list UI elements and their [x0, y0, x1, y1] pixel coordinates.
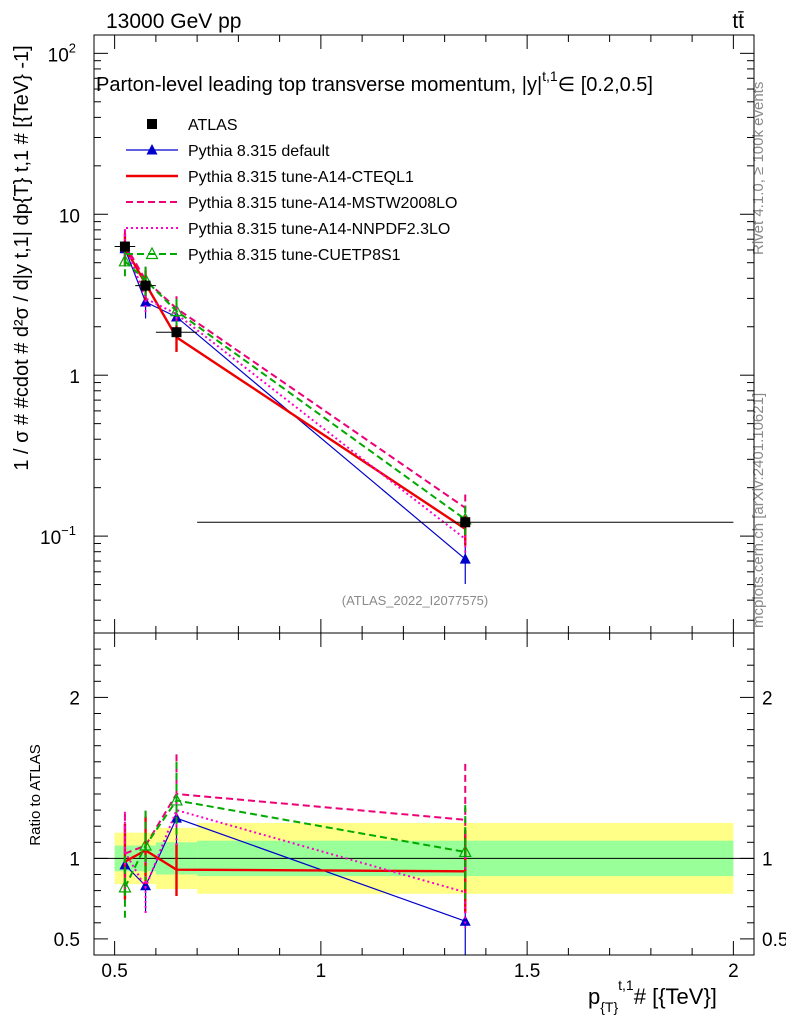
- title-main: Parton-level leading top transverse mome…: [96, 74, 542, 96]
- ratio-series-marker: [170, 793, 183, 806]
- legend-entry: Pythia 8.315 tune-A14-MSTW2008LO: [126, 195, 457, 212]
- ratio-y-tick-label-right: 0.5: [762, 930, 786, 951]
- ratio-series-marker: [140, 879, 152, 891]
- main-series-line: [123, 247, 466, 530]
- analysis-watermark: (ATLAS_2022_I2077575): [342, 593, 488, 608]
- main-plot-title: Parton-level leading top transverse mome…: [96, 68, 653, 96]
- legend-marker-square: [147, 119, 157, 129]
- main-series-marker: [170, 303, 183, 317]
- legend-label: Pythia 8.315 default: [188, 143, 330, 160]
- ratio-y-tick-label-right: 2: [762, 688, 773, 709]
- ratio-series-line: [124, 848, 466, 873]
- energy-label: 13000 GeV pp: [106, 10, 241, 33]
- x-tick-label: 1.5: [514, 961, 540, 982]
- title-sup: t,1: [542, 68, 558, 84]
- ratio-series-line: [124, 792, 466, 855]
- x-tick-label: 1: [316, 961, 327, 982]
- data-point-marker: [119, 241, 130, 252]
- x-tick-label: 0.5: [101, 961, 127, 982]
- ratio-series-marker: [459, 915, 471, 926]
- main-series-line: [124, 242, 466, 540]
- ratio-y-tick-label-left: 2: [69, 688, 80, 709]
- main-series-marker: [118, 254, 132, 267]
- main-series-marker: [459, 553, 471, 564]
- legend-marker-triangle-open: [145, 246, 159, 260]
- ratio-y-tick-label-left: 1: [69, 849, 80, 870]
- main-y-tick-label: 10: [59, 206, 80, 227]
- legend-entry: Pythia 8.315 default: [126, 143, 330, 160]
- ratio-series-line: [124, 799, 466, 888]
- rivet-version-label: Rivet 4.1.0, ≥ 100k events: [750, 82, 767, 255]
- ratio-y-tick-label-left: 0.5: [54, 930, 80, 951]
- legend-entry: Pythia 8.315 tune-A14-NNPDF2.3LO: [126, 221, 450, 238]
- main-y-tick-label: 1: [69, 367, 80, 388]
- main-y-tick-label: 10−1: [40, 523, 76, 549]
- legend-label: Pythia 8.315 tune-A14-CTEQL1: [188, 169, 414, 186]
- legend-label: ATLAS: [188, 117, 238, 134]
- main-y-axis-label: 1 / σ # #cdot # d²σ / d|y t,1| dp{T} t,1…: [11, 45, 33, 470]
- title-tail: ∈ [0.2,0.5]: [558, 74, 653, 96]
- main-plot-panel: 10−1 1 10 102 Parton-level leading top tran…: [11, 34, 755, 634]
- ratio-y-axis-label: Ratio to ATLAS: [27, 744, 44, 845]
- ratio-y-tick-label-right: 1: [762, 849, 773, 870]
- ratio-series-marker: [139, 838, 153, 851]
- ratio-series-marker: [118, 880, 132, 893]
- legend-marker-triangle: [146, 144, 158, 155]
- xlabel-sup: t,1: [618, 977, 634, 993]
- xlabel-sub: {T}: [600, 999, 618, 1015]
- legend-label: Pythia 8.315 tune-A14-NNPDF2.3LO: [188, 221, 450, 238]
- xlabel-tail: # [{TeV}]: [634, 984, 717, 1009]
- main-series-line: [124, 248, 466, 560]
- ratio-series-line: [124, 808, 466, 894]
- ratio-series-marker: [458, 844, 472, 858]
- main-y-tick-label: 102: [48, 40, 76, 66]
- mcplots-source-label: mcplots.cern.ch [arXiv:2401.10621]: [750, 393, 767, 628]
- main-series-line: [124, 243, 466, 509]
- main-series-line: [124, 260, 466, 521]
- process-label: tt̄: [732, 10, 744, 33]
- data-point-marker: [171, 327, 182, 338]
- ratio-plot-panel: 0.5 0.5 1 1 2 2 0.5 1 1.5 2 Ratio to ATLAS p{T}t…: [27, 632, 786, 1015]
- legend-entry: ATLAS: [147, 117, 238, 134]
- legend-entry: Pythia 8.315 tune-CUETP8S1: [126, 246, 401, 264]
- legend-label: Pythia 8.315 tune-CUETP8S1: [188, 247, 401, 264]
- legend-label: Pythia 8.315 tune-A14-MSTW2008LO: [188, 195, 457, 212]
- x-tick-label: 2: [728, 961, 739, 982]
- legend-entry: Pythia 8.315 tune-A14-CTEQL1: [126, 169, 414, 186]
- x-axis-label: p{T}t,1# [{TeV}]: [588, 977, 717, 1015]
- data-point-marker: [140, 280, 151, 291]
- data-point-marker: [460, 517, 471, 528]
- legend: ATLAS Pythia 8.315 default Pythia 8.315 tu…: [126, 117, 457, 264]
- xlabel-p: p: [588, 984, 600, 1009]
